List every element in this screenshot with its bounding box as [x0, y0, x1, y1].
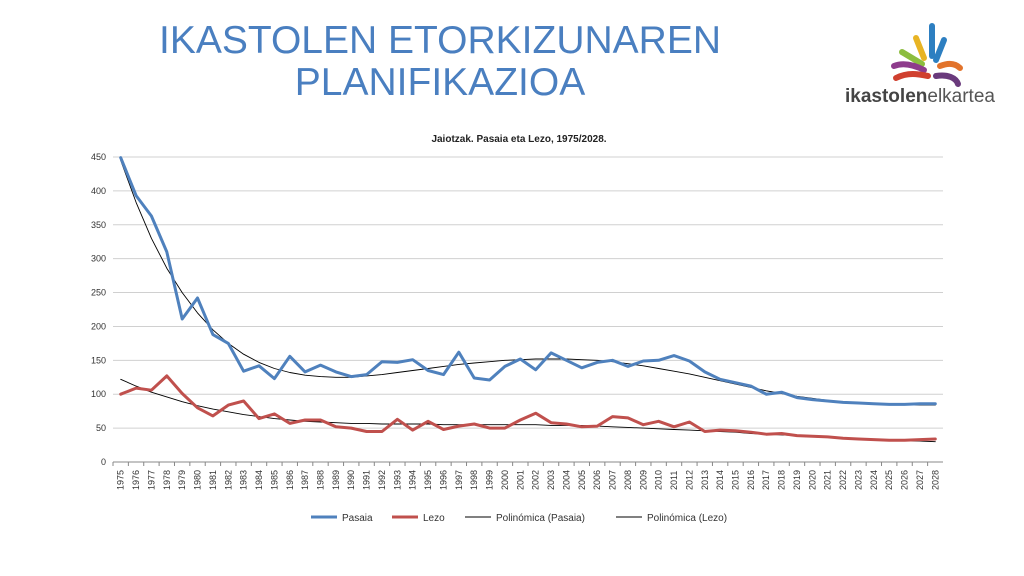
- logo-stroke-2: [933, 37, 947, 63]
- slide-title: IKASTOLEN ETORKIZUNAREN PLANIFIKAZIOA: [120, 20, 760, 104]
- x-tick-label: 1977: [146, 470, 156, 490]
- x-tick-label: 2015: [731, 470, 741, 490]
- x-tick-label: 2028: [930, 470, 940, 490]
- x-tick-label: 1987: [300, 470, 310, 490]
- slide-title-line-2: PLANIFIKAZIOA: [294, 61, 586, 104]
- x-tick-label: 2009: [638, 470, 648, 490]
- x-tick-label: 2017: [761, 470, 771, 490]
- x-tick-label: 2004: [561, 470, 571, 490]
- y-tick-label: 0: [101, 457, 106, 467]
- x-tick-label: 1985: [269, 470, 279, 490]
- x-tick-label: 1996: [438, 470, 448, 490]
- y-tick-label: 150: [91, 355, 106, 365]
- logo-stroke-8: [933, 72, 961, 87]
- y-tick-label: 200: [91, 321, 106, 331]
- x-tick-label: 2023: [853, 470, 863, 490]
- x-tick-label: 1980: [193, 470, 203, 490]
- x-tick-label: 1979: [177, 470, 187, 490]
- y-tick-label: 100: [91, 389, 106, 399]
- logo-text-bold: ikastolen: [845, 86, 928, 107]
- x-tick-label: 1998: [469, 470, 479, 490]
- x-tick-label: 1975: [116, 470, 126, 490]
- x-tick-label: 1992: [377, 470, 387, 490]
- y-tick-label: 250: [91, 288, 106, 298]
- x-tick-label: 2007: [608, 470, 618, 490]
- y-axis-ticks: 0 50 100 150 200 250 300 350 400 450: [91, 152, 106, 467]
- x-tick-label: 2020: [807, 470, 817, 490]
- logo-wordmark: ikastolenelkartea: [845, 86, 995, 108]
- logo-stroke-6: [893, 71, 931, 81]
- x-axis-ticks: 1975 1976 1977 1978 1979 1980 1981 1982 1983 1984…: [112, 462, 940, 490]
- x-tick-label: 2011: [669, 471, 679, 490]
- y-tick-label: 450: [91, 152, 106, 162]
- x-tick-label: 1982: [223, 470, 233, 490]
- series-line-polin-mica-lezo-: [120, 378, 936, 443]
- x-tick-label: 2013: [700, 470, 710, 490]
- x-tick-label: 2001: [515, 470, 525, 490]
- x-tick-label: 2026: [900, 470, 910, 490]
- slide-title-line-1: IKASTOLEN ETORKIZUNAREN: [158, 19, 721, 62]
- x-tick-label: 2019: [792, 470, 802, 490]
- x-tick-label: 1993: [392, 470, 402, 490]
- x-tick-label: 2022: [838, 470, 848, 490]
- logo-stroke-5: [891, 61, 927, 73]
- x-tick-label: 2025: [884, 470, 894, 490]
- logo-text-light: elkartea: [927, 86, 995, 107]
- x-tick-label: 1994: [408, 470, 418, 490]
- x-tick-label: 1989: [331, 470, 341, 490]
- x-tick-label: 2002: [531, 470, 541, 490]
- logo-stroke-4: [899, 49, 925, 67]
- legend-label: Pasaia: [342, 513, 373, 524]
- logo-stroke-7: [937, 60, 963, 71]
- x-tick-label: 2012: [684, 470, 694, 490]
- x-tick-label: 1986: [285, 470, 295, 490]
- chart-legend: Pasaia Lezo Polinómica (Pasaia) Polinómica …: [311, 513, 727, 524]
- x-tick-label: 1997: [454, 470, 464, 490]
- series-line-lezo: [119, 374, 937, 442]
- chart-title: Jaiotzak. Pasaia eta Lezo, 1975/2028.: [431, 134, 606, 145]
- x-tick-label: 2003: [546, 470, 556, 490]
- x-tick-label: 2018: [777, 470, 787, 490]
- x-tick-label: 2027: [915, 470, 925, 490]
- x-tick-label: 2000: [500, 470, 510, 490]
- x-tick-label: 1990: [346, 470, 356, 490]
- x-tick-label: 2016: [746, 470, 756, 490]
- x-tick-label: 1991: [362, 470, 372, 490]
- x-tick-label: 1983: [239, 470, 249, 490]
- x-tick-label: 2005: [577, 470, 587, 490]
- legend-label: Lezo: [423, 513, 445, 524]
- x-tick-label: 2010: [654, 470, 664, 490]
- x-tick-label: 1999: [485, 470, 495, 490]
- chart-series: [119, 156, 937, 443]
- legend-label: Polinómica (Lezo): [647, 513, 727, 524]
- y-tick-label: 400: [91, 186, 106, 196]
- x-tick-label: 2008: [623, 470, 633, 490]
- hands-fan-logo-icon: [891, 23, 963, 87]
- x-tick-label: 1988: [316, 470, 326, 490]
- x-tick-label: 1984: [254, 470, 264, 490]
- x-tick-label: 2024: [869, 470, 879, 490]
- logo-stroke-3: [913, 35, 927, 61]
- x-tick-label: 1978: [162, 470, 172, 490]
- series-line-pasaia: [119, 156, 937, 406]
- x-tick-label: 2021: [823, 470, 833, 490]
- legend-label: Polinómica (Pasaia): [496, 513, 585, 524]
- x-tick-label: 2006: [592, 470, 602, 490]
- x-tick-label: 1981: [208, 470, 218, 490]
- y-tick-label: 300: [91, 254, 106, 264]
- x-tick-label: 1976: [131, 470, 141, 490]
- y-tick-label: 50: [96, 423, 106, 433]
- x-tick-label: 1995: [423, 470, 433, 490]
- y-tick-label: 350: [91, 220, 106, 230]
- x-tick-label: 2014: [715, 470, 725, 490]
